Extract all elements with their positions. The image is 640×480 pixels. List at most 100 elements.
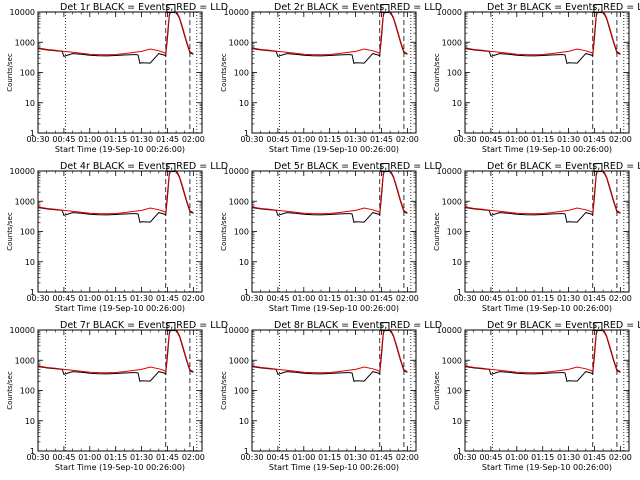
y-tick-label: 10000: [10, 326, 35, 335]
panel-title: Det 8r BLACK = Events, RED = LLD: [274, 320, 442, 331]
x-tick-label: 02:00: [396, 294, 419, 303]
y-axis-label: Counts/sec: [6, 212, 14, 251]
panel-det-7: Det 7r BLACK = Events, RED = LLD 1 10 100 10…: [6, 320, 228, 472]
y-tick-label: 10000: [437, 8, 462, 17]
x-tick-label: 01:45: [156, 135, 179, 144]
lld-series-line: [38, 12, 194, 56]
y-axis-label: Counts/sec: [433, 371, 441, 410]
y-tick-label: 100: [234, 228, 249, 237]
y-tick-label: 10: [239, 258, 249, 267]
x-tick-label: 01:45: [370, 294, 393, 303]
y-tick-label: 1: [244, 447, 249, 456]
x-axis-label: Start Time (19-Sep-10 00:26:00): [482, 463, 612, 472]
y-tick-label: 10: [25, 417, 35, 426]
y-axis-label: Counts/sec: [220, 53, 228, 92]
x-tick-label: 02:00: [182, 294, 205, 303]
lld-series-line: [252, 171, 408, 215]
plot-frame: [464, 170, 630, 293]
x-axis-label: Start Time (19-Sep-10 00:26:00): [269, 304, 399, 313]
y-tick-label: 10000: [224, 8, 249, 17]
x-tick-label: 00:45: [266, 135, 289, 144]
x-tick-label: 00:45: [266, 294, 289, 303]
y-tick-label: 10: [452, 258, 462, 267]
panel-title: Det 2r BLACK = Events, RED = LLD: [274, 2, 442, 13]
y-tick-label: 100: [447, 387, 462, 396]
x-tick-label: 01:15: [318, 453, 341, 462]
x-tick-label: 01:15: [104, 294, 127, 303]
y-tick-label: 100: [234, 387, 249, 396]
y-tick-label: 1000: [229, 356, 249, 365]
panel-title: Det 4r BLACK = Events, RED = LLD: [60, 161, 228, 172]
x-tick-label: 01:30: [130, 294, 153, 303]
x-tick-label: 01:15: [104, 453, 127, 462]
x-tick-label: 02:00: [396, 135, 419, 144]
x-tick-label: 01:45: [583, 453, 606, 462]
panel-title: Det 9r BLACK = Events, RED = LLD: [487, 320, 640, 331]
lld-series-line: [252, 330, 408, 374]
x-tick-label: 01:45: [156, 294, 179, 303]
x-axis-label: Start Time (19-Sep-10 00:26:00): [55, 304, 185, 313]
x-tick-label: 01:00: [292, 453, 315, 462]
x-tick-label: 02:00: [182, 135, 205, 144]
x-tick-label: 01:30: [344, 135, 367, 144]
lld-series-line: [465, 171, 621, 215]
panel-det-8: Det 8r BLACK = Events, RED = LLD 1 10 100 10…: [220, 320, 442, 472]
x-axis-label: Start Time (19-Sep-10 00:26:00): [482, 304, 612, 313]
x-tick-label: 00:45: [479, 135, 502, 144]
plot-frame: [37, 329, 203, 452]
x-tick-label: 01:45: [156, 453, 179, 462]
x-tick-label: 00:30: [240, 135, 263, 144]
x-tick-label: 02:00: [609, 135, 632, 144]
x-axis-label: Start Time (19-Sep-10 00:26:00): [482, 145, 612, 154]
x-axis-label: Start Time (19-Sep-10 00:26:00): [269, 463, 399, 472]
peak-marker: [593, 163, 603, 173]
x-tick-label: 01:30: [344, 294, 367, 303]
panel-det-9: Det 9r BLACK = Events, RED = LLD 1 10 100 10…: [433, 320, 640, 472]
panel-det-2: Det 2r BLACK = Events, RED = LLD 1 10 100 10…: [220, 2, 442, 154]
y-tick-label: 100: [234, 69, 249, 78]
x-tick-label: 02:00: [396, 453, 419, 462]
x-tick-label: 01:30: [557, 294, 580, 303]
panel-det-1: Det 1r BLACK = Events, RED = LLD 1 10 100 10…: [6, 2, 228, 154]
x-tick-label: 02:00: [609, 453, 632, 462]
x-tick-label: 01:00: [292, 294, 315, 303]
x-tick-label: 00:45: [52, 453, 75, 462]
y-tick-label: 10: [25, 99, 35, 108]
x-tick-label: 01:45: [370, 135, 393, 144]
x-tick-label: 00:30: [453, 453, 476, 462]
x-axis-label: Start Time (19-Sep-10 00:26:00): [55, 145, 185, 154]
x-tick-label: 01:15: [318, 135, 341, 144]
x-tick-label: 01:45: [370, 453, 393, 462]
y-tick-label: 100: [447, 228, 462, 237]
x-tick-label: 01:00: [505, 453, 528, 462]
y-axis-label: Counts/sec: [220, 212, 228, 251]
x-tick-label: 00:30: [26, 135, 49, 144]
panel-det-4: Det 4r BLACK = Events, RED = LLD 1 10 100 10…: [6, 161, 228, 313]
peak-marker: [380, 322, 390, 332]
x-tick-label: 01:30: [130, 453, 153, 462]
y-tick-label: 1: [244, 288, 249, 297]
x-tick-label: 00:45: [52, 135, 75, 144]
lld-series-line: [252, 12, 408, 56]
x-tick-label: 01:15: [318, 294, 341, 303]
lld-series-line: [465, 12, 621, 56]
lld-series-line: [38, 330, 194, 374]
panel-det-6: Det 6r BLACK = Events, RED = LLD 1 10 100 10…: [433, 161, 640, 313]
y-tick-label: 1000: [229, 38, 249, 47]
plot-frame: [37, 170, 203, 293]
y-axis-label: Counts/sec: [433, 212, 441, 251]
y-tick-label: 1: [30, 447, 35, 456]
y-tick-label: 1000: [442, 197, 462, 206]
plot-frame: [251, 329, 417, 452]
y-axis-label: Counts/sec: [6, 371, 14, 410]
y-axis-label: Counts/sec: [6, 53, 14, 92]
y-tick-label: 1000: [15, 356, 35, 365]
x-tick-label: 00:45: [479, 294, 502, 303]
y-tick-label: 10: [239, 417, 249, 426]
panel-title: Det 3r BLACK = Events, RED = LLD: [487, 2, 640, 13]
peak-marker: [593, 322, 603, 332]
x-tick-label: 00:30: [453, 294, 476, 303]
x-tick-label: 01:30: [557, 453, 580, 462]
y-tick-label: 100: [20, 228, 35, 237]
